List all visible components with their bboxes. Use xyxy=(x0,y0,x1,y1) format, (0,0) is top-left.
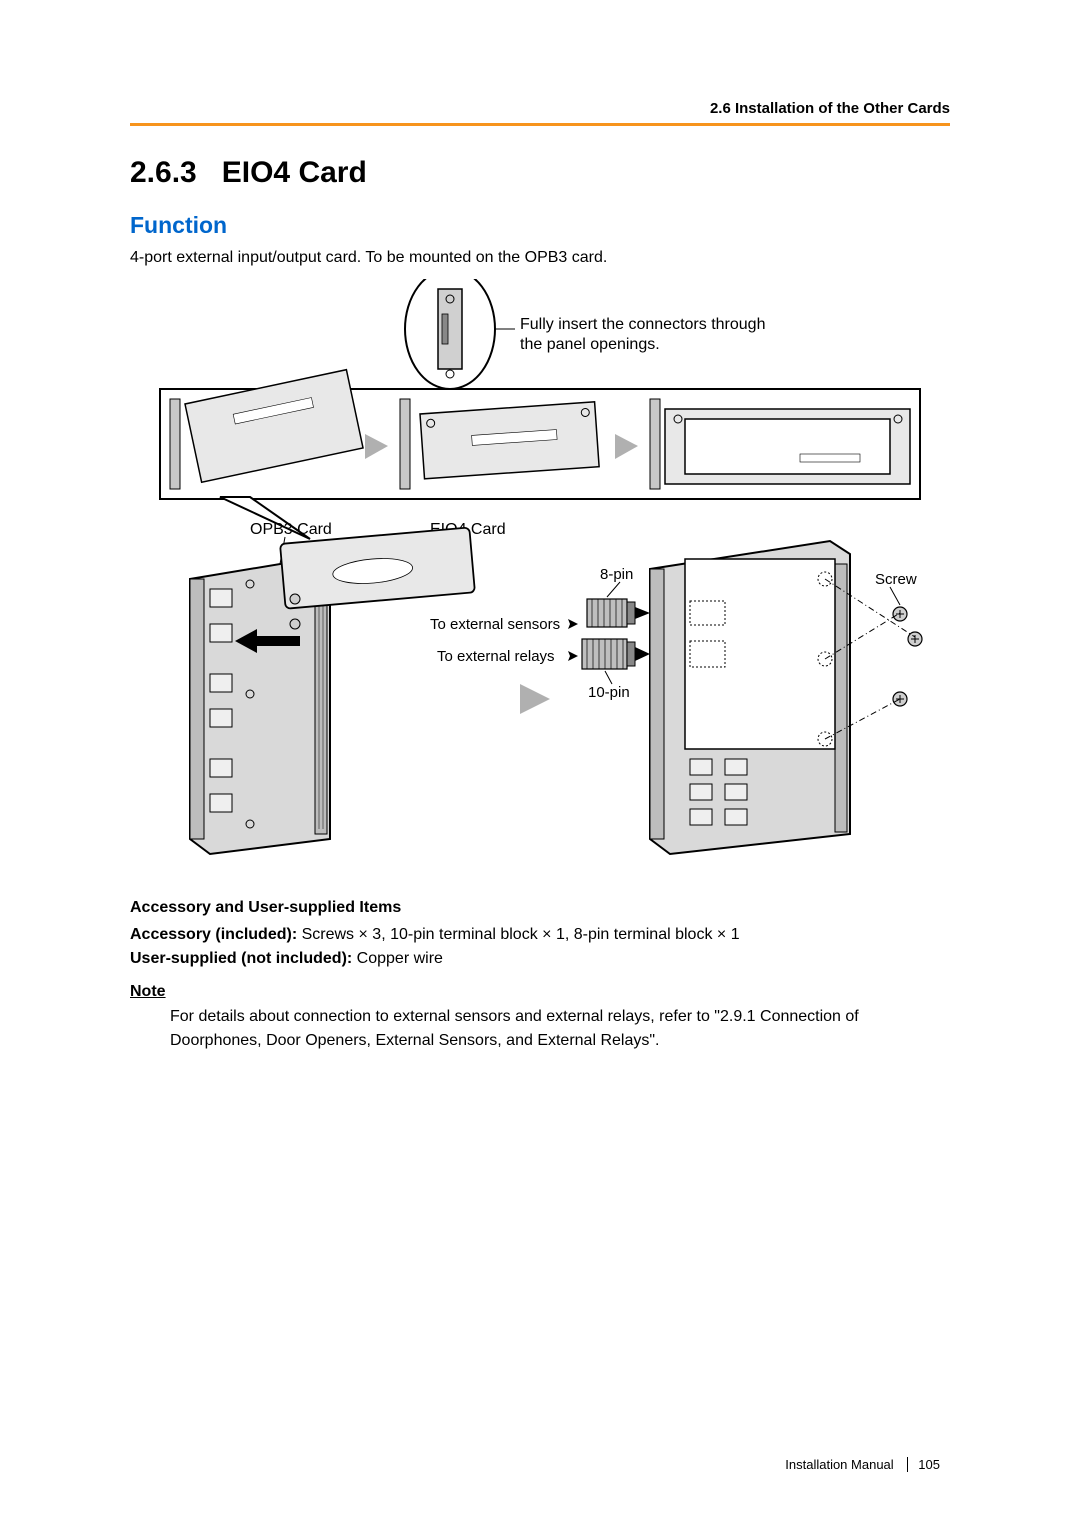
header-rule xyxy=(130,123,950,126)
diagram-label-opb3: OPB3 Card xyxy=(250,521,332,538)
screw-icon xyxy=(908,632,922,646)
diagram-callout-line2: the panel openings. xyxy=(520,336,660,353)
diagram-label-sensors: To external sensors xyxy=(430,616,560,633)
header-section-label: 2.6 Installation of the Other Cards xyxy=(130,100,950,117)
installation-diagram: Fully insert the connectors through the … xyxy=(130,279,950,879)
diagram-label-10pin: 10-pin xyxy=(588,684,630,701)
note-body: For details about connection to external… xyxy=(170,1005,950,1051)
accessory-user-supplied: User-supplied (not included): Copper wir… xyxy=(130,947,950,971)
note-label: Note xyxy=(130,983,950,1001)
page-footer: Installation Manual 105 xyxy=(785,1457,950,1472)
arrow-icon xyxy=(520,684,550,714)
accessory-included-label: Accessory (included): xyxy=(130,926,297,943)
accessory-user-label: User-supplied (not included): xyxy=(130,950,352,967)
accessory-user-text: Copper wire xyxy=(352,950,443,967)
diagram-label-screw: Screw xyxy=(875,571,917,588)
diagram-callout-line1: Fully insert the connectors through xyxy=(520,316,765,333)
function-description: 4-port external input/output card. To be… xyxy=(130,247,950,269)
diagram-label-8pin: 8-pin xyxy=(600,566,633,583)
section-name: EIO4 Card xyxy=(222,156,367,189)
footer-manual-name: Installation Manual xyxy=(785,1457,893,1472)
screw-icon xyxy=(893,607,907,621)
diagram-label-relays: To external relays xyxy=(437,648,555,665)
accessory-heading: Accessory and User-supplied Items xyxy=(130,899,950,917)
section-number: 2.6.3 xyxy=(130,156,197,189)
section-title: 2.6.3 EIO4 Card xyxy=(130,156,950,190)
accessory-included: Accessory (included): Screws × 3, 10-pin… xyxy=(130,923,950,947)
function-heading: Function xyxy=(130,212,950,239)
accessory-included-text: Screws × 3, 10-pin terminal block × 1, 8… xyxy=(297,926,739,943)
footer-page-number: 105 xyxy=(907,1457,940,1472)
